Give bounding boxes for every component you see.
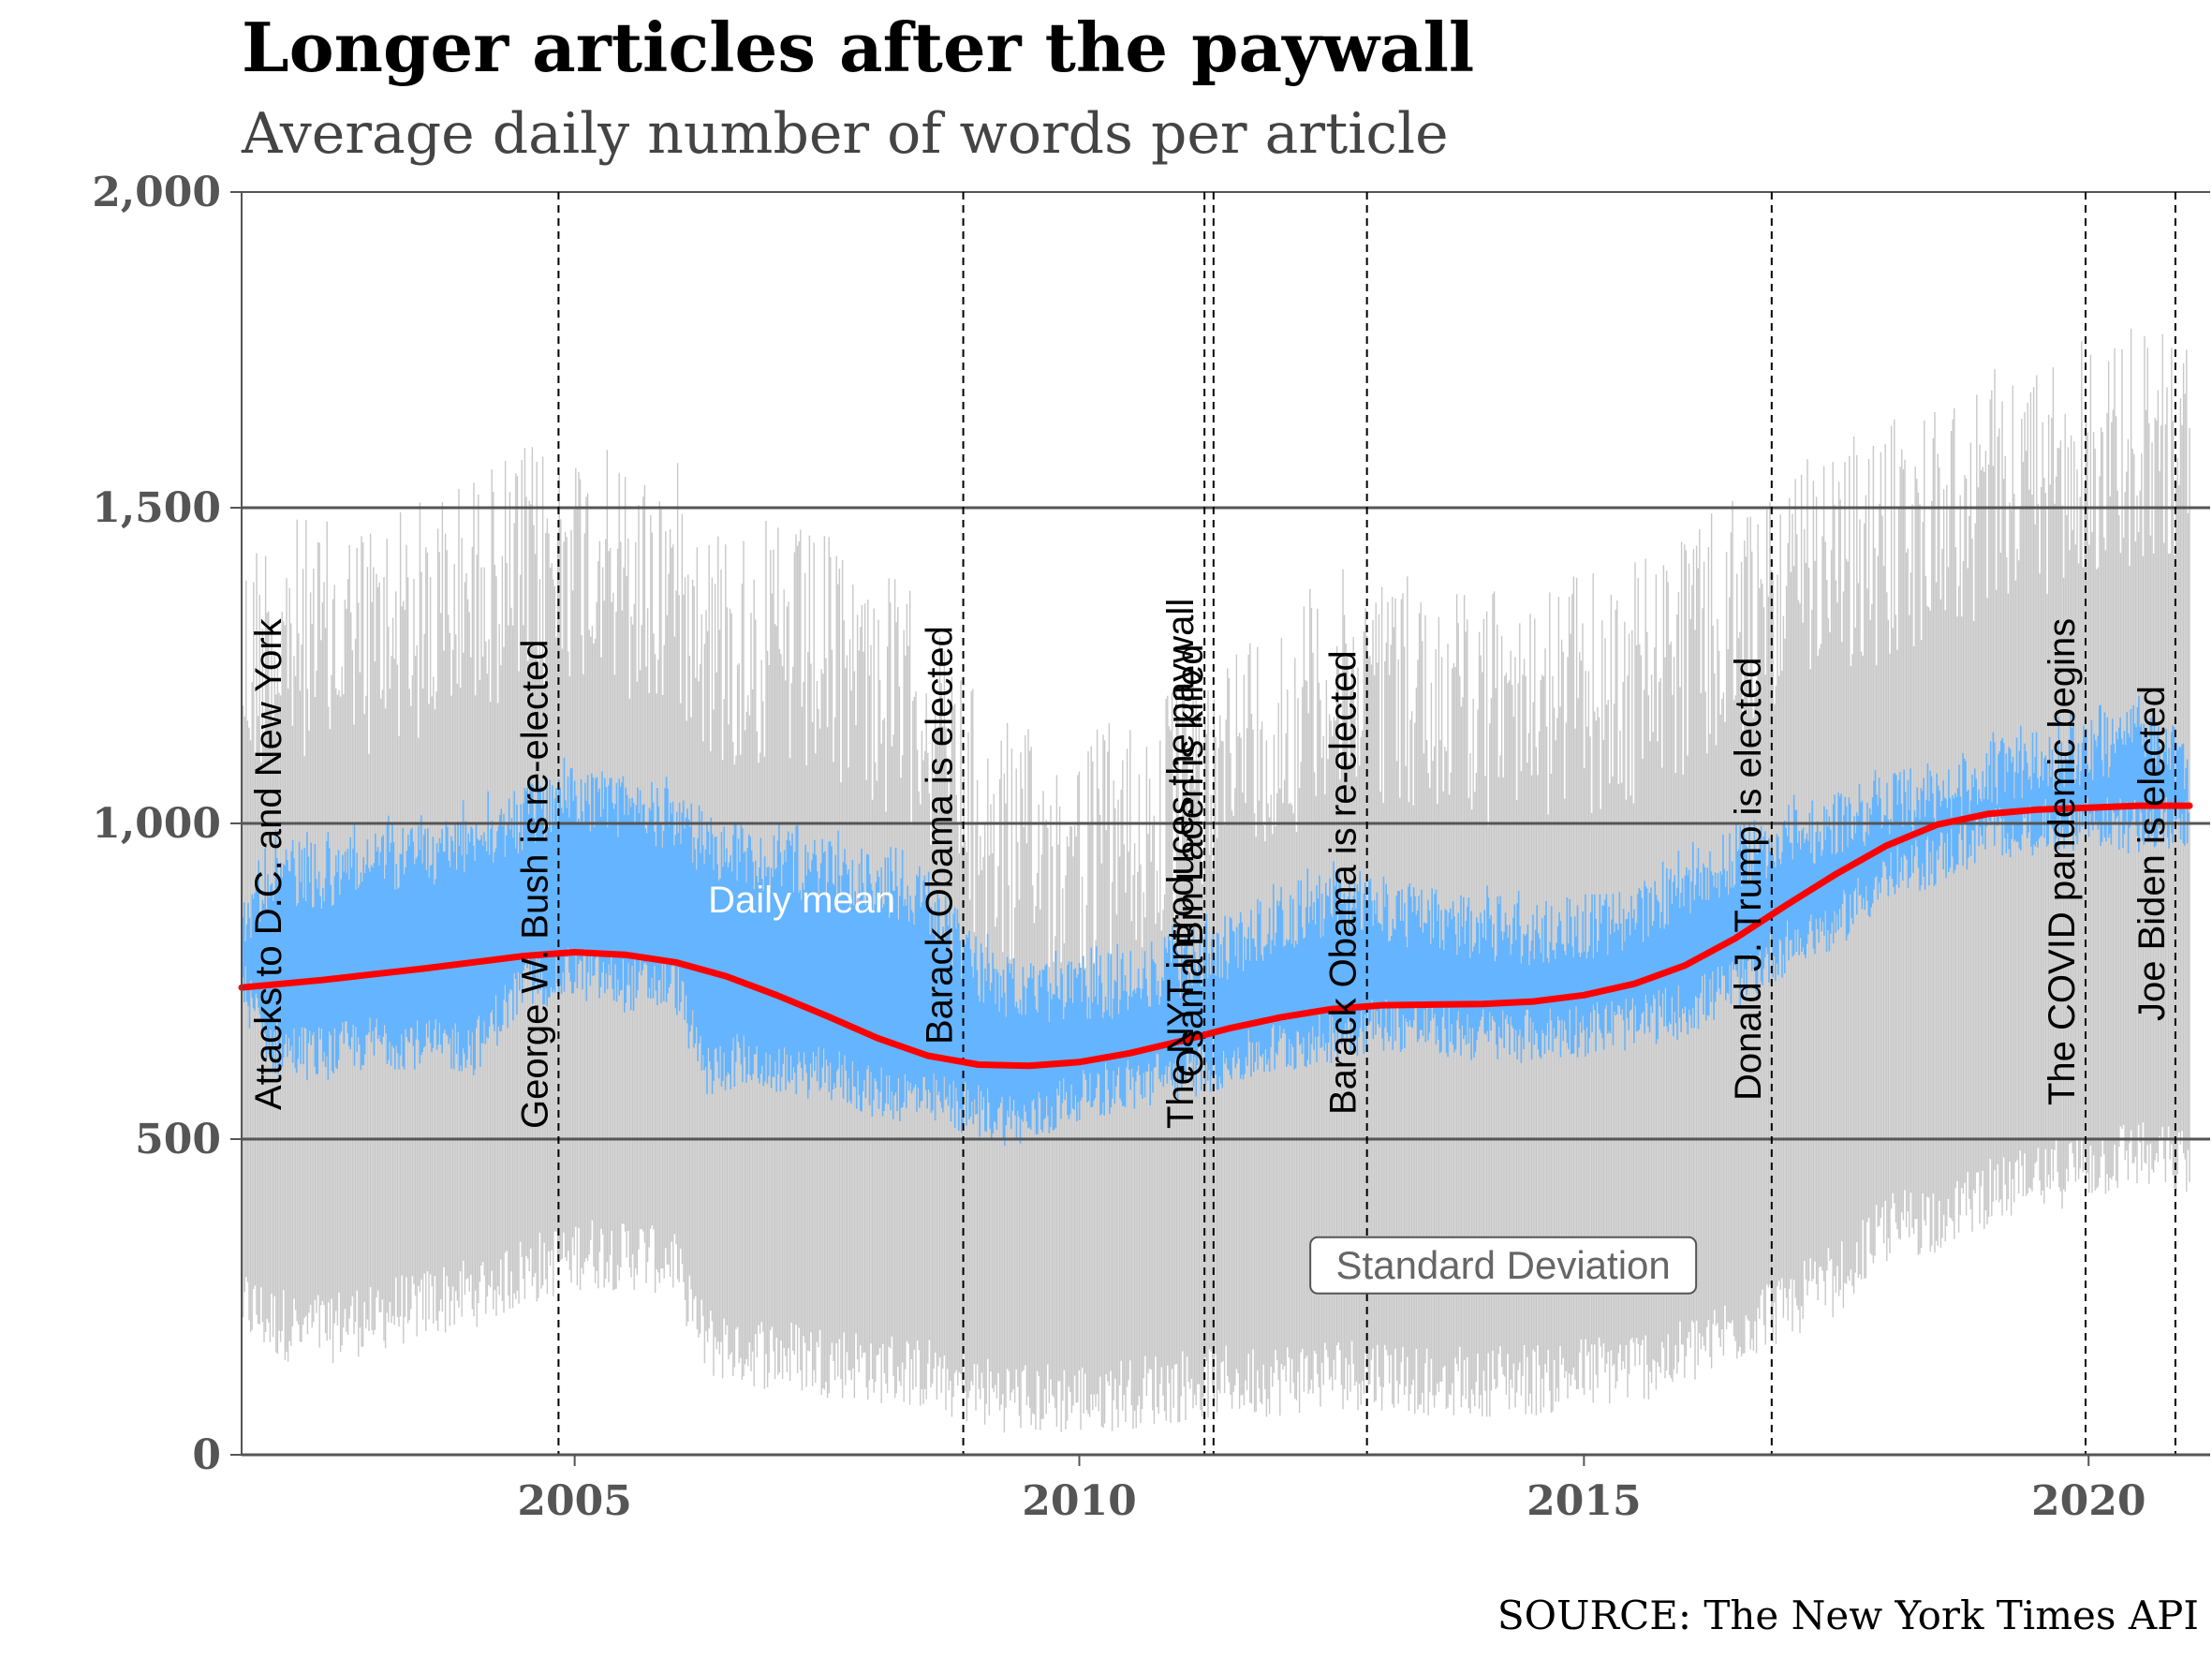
trend-layer: [238, 802, 2193, 1070]
event-label-4: Osama Bin Laden is killed: [1170, 644, 1211, 1077]
x-tick-label-2005: 2005: [517, 1477, 631, 1525]
event-label-7: The COVID pandemic begins: [2042, 618, 2083, 1105]
chart-subtitle: Average daily number of words per articl…: [242, 101, 1449, 167]
event-label-6: Donald J. Trump is elected: [1728, 657, 1769, 1101]
event-label-0: Attacks to D.C. and New York: [248, 617, 289, 1110]
event-label-5: Barack Obama is re-elected: [1323, 650, 1364, 1115]
grid-layer: [242, 191, 2210, 1141]
y-tick-label-1000: 1,000: [92, 800, 221, 848]
event-label-2: Barack Obama is elected: [920, 626, 961, 1044]
y-tick-label-2000: 2,000: [92, 169, 221, 216]
source-note: SOURCE: The New York Times API: [1497, 1592, 2199, 1638]
event-label-8: Joe Biden is elected: [2131, 686, 2173, 1021]
y-tick-label-1500: 1,500: [92, 484, 221, 532]
event-label-1: George W. Bush is re-elected: [514, 640, 555, 1129]
event-label-3: The NYT introduces the paywall: [1160, 599, 1202, 1129]
x-tick-label-2010: 2010: [1022, 1477, 1136, 1525]
daily-mean-label: Daily mean: [708, 880, 895, 921]
x-tick-label-2020: 2020: [2031, 1477, 2146, 1525]
x-tick-label-2015: 2015: [1526, 1477, 1641, 1525]
std-dev-label-box: [1309, 1236, 1698, 1295]
std-dev-label: Standard Deviation: [1336, 1243, 1671, 1287]
chart-title: Longer articles after the paywall: [242, 7, 1475, 87]
y-tick-label-500: 500: [135, 1116, 221, 1163]
annotation-layer: Attacks to D.C. and New York George W. Bu…: [248, 599, 2173, 1295]
y-tick-label-0: 0: [192, 1431, 221, 1479]
axes-layer: 0 500 1,000 1,500 2,000 2005 2010 2015 2020: [92, 169, 2210, 1525]
trend-line: [238, 802, 2193, 1070]
